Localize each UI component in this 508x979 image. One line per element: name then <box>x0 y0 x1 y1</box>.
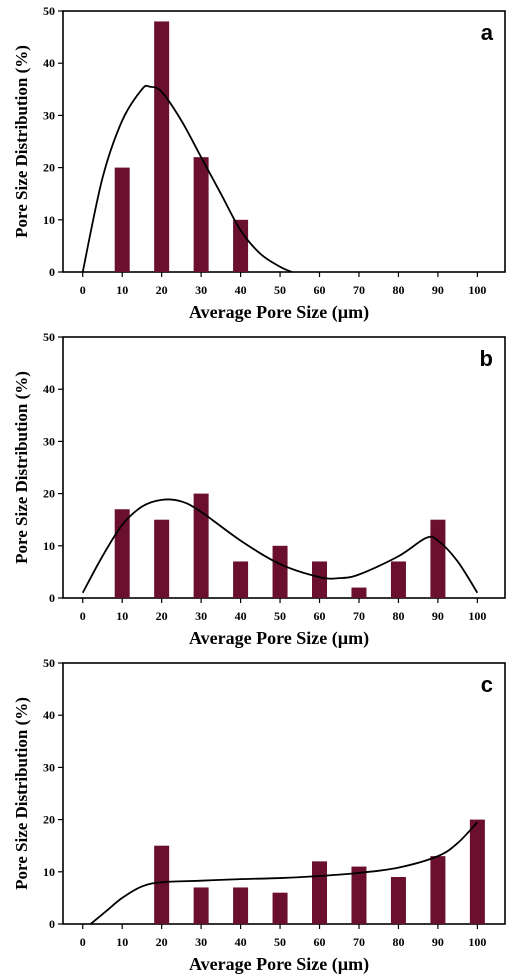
x-axis-title: Average Pore Size (µm) <box>189 954 369 975</box>
bar-40 <box>233 887 249 924</box>
bar-40 <box>233 561 249 598</box>
x-tick-label-60: 60 <box>314 609 326 623</box>
x-tick-label-40: 40 <box>235 283 247 297</box>
bar-30 <box>193 887 209 924</box>
x-tick-label-90: 90 <box>432 935 444 949</box>
x-tick-label-90: 90 <box>432 283 444 297</box>
bar-90 <box>430 856 446 924</box>
x-tick-label-10: 10 <box>116 609 128 623</box>
bar-60 <box>312 561 328 598</box>
x-axis-title: Average Pore Size (µm) <box>189 628 369 649</box>
y-tick-label-40: 40 <box>43 382 55 396</box>
bar-10 <box>114 167 130 272</box>
panel-label: a <box>481 20 494 45</box>
y-tick-label-50: 50 <box>43 330 55 344</box>
bar-80 <box>390 877 406 924</box>
x-tick-label-60: 60 <box>314 283 326 297</box>
x-tick-label-0: 0 <box>80 935 86 949</box>
chart-panel-a: 0 10 20 30 40 50 60 70 80 90 100 0 10 20 30 40 50 Average… <box>0 0 508 326</box>
y-tick-label-30: 30 <box>43 434 55 448</box>
plot-frame <box>62 10 506 273</box>
x-tick-label-20: 20 <box>156 935 168 949</box>
x-tick-label-50: 50 <box>274 609 286 623</box>
bar-100 <box>469 819 485 924</box>
x-tick-label-100: 100 <box>468 609 486 623</box>
y-tick-label-40: 40 <box>43 56 55 70</box>
y-tick-label-50: 50 <box>43 656 55 670</box>
x-tick-label-0: 0 <box>80 283 86 297</box>
x-tick-label-80: 80 <box>392 283 404 297</box>
y-axis-title: Pore Size Distribution (%) <box>12 697 31 890</box>
bar-20 <box>154 519 170 598</box>
y-tick-label-10: 10 <box>43 539 55 553</box>
x-tick-label-40: 40 <box>235 609 247 623</box>
x-tick-label-10: 10 <box>116 935 128 949</box>
chart-panel-c: 0 10 20 30 40 50 60 70 80 90 100 0 10 20 30 40 50 Average… <box>0 652 508 978</box>
y-axis-title: Pore Size Distribution (%) <box>12 371 31 564</box>
bar-50 <box>272 545 288 598</box>
bar-30 <box>193 493 209 598</box>
bar-10 <box>114 509 130 598</box>
x-tick-label-70: 70 <box>353 609 365 623</box>
x-tick-label-70: 70 <box>353 935 365 949</box>
x-tick-label-10: 10 <box>116 283 128 297</box>
x-tick-label-30: 30 <box>195 283 207 297</box>
y-tick-label-20: 20 <box>43 161 55 175</box>
x-tick-label-50: 50 <box>274 283 286 297</box>
y-axis-title: Pore Size Distribution (%) <box>12 45 31 238</box>
panel-label: c <box>481 672 493 697</box>
fit-curve <box>81 498 479 594</box>
y-tick-label-0: 0 <box>49 265 55 279</box>
x-tick-label-50: 50 <box>274 935 286 949</box>
bar-30 <box>193 157 209 272</box>
chart-a-svg: 0 10 20 30 40 50 60 70 80 90 100 0 10 20 30 40 50 Average… <box>12 4 506 323</box>
bar-90 <box>430 519 446 598</box>
chart-panel-b: 0 10 20 30 40 50 60 70 80 90 100 0 10 20 30 40 50 Average… <box>0 326 508 652</box>
bar-70 <box>351 866 367 924</box>
x-tick-label-20: 20 <box>156 283 168 297</box>
panel-label: b <box>480 346 493 371</box>
x-tick-label-30: 30 <box>195 935 207 949</box>
x-tick-label-20: 20 <box>156 609 168 623</box>
x-tick-label-40: 40 <box>235 935 247 949</box>
y-tick-label-20: 20 <box>43 487 55 501</box>
y-tick-label-0: 0 <box>49 591 55 605</box>
y-tick-label-10: 10 <box>43 213 55 227</box>
bar-20 <box>154 21 170 272</box>
y-tick-label-50: 50 <box>43 4 55 18</box>
x-tick-label-70: 70 <box>353 283 365 297</box>
y-tick-label-40: 40 <box>43 708 55 722</box>
bar-60 <box>312 861 328 924</box>
y-tick-label-20: 20 <box>43 813 55 827</box>
x-axis-title: Average Pore Size (µm) <box>189 302 369 323</box>
bar-80 <box>390 561 406 598</box>
chart-c-svg: 0 10 20 30 40 50 60 70 80 90 100 0 10 20 30 40 50 Average… <box>12 656 506 975</box>
x-tick-label-80: 80 <box>392 935 404 949</box>
bar-50 <box>272 892 288 924</box>
chart-b-svg: 0 10 20 30 40 50 60 70 80 90 100 0 10 20 30 40 50 Average… <box>12 330 506 649</box>
y-tick-label-30: 30 <box>43 760 55 774</box>
x-tick-label-90: 90 <box>432 609 444 623</box>
y-tick-label-30: 30 <box>43 108 55 122</box>
x-tick-label-60: 60 <box>314 935 326 949</box>
x-tick-label-0: 0 <box>80 609 86 623</box>
fit-curve <box>90 821 479 925</box>
y-tick-label-10: 10 <box>43 865 55 879</box>
x-tick-label-80: 80 <box>392 609 404 623</box>
bar-70 <box>351 587 367 598</box>
fit-curve <box>81 84 293 273</box>
x-tick-label-30: 30 <box>195 609 207 623</box>
x-tick-label-100: 100 <box>468 283 486 297</box>
x-tick-label-100: 100 <box>468 935 486 949</box>
bar-40 <box>233 219 249 272</box>
bar-20 <box>154 845 170 924</box>
y-tick-label-0: 0 <box>49 917 55 931</box>
